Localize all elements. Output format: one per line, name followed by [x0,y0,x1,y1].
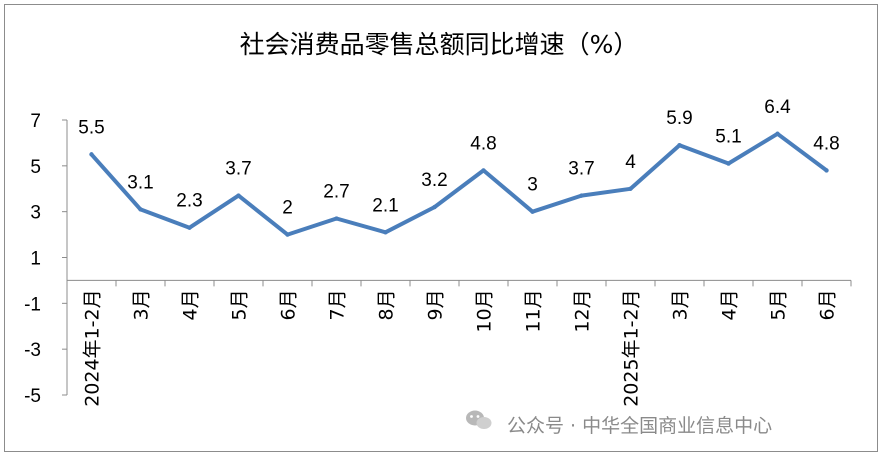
y-tick-label: 3 [30,203,41,224]
chart-frame: 社会消费品零售总额同比增速（%） 7 5 3 1 -1 -3 -5 5.5 3.1 2.3 3.7… [4,4,878,452]
watermark-text: 公众号 · 中华全国商业信息中心 [507,415,772,437]
data-label: 5.1 [715,127,741,148]
data-point [481,168,486,173]
line-chart: 社会消费品零售总额同比增速（%） 7 5 3 1 -1 -3 -5 5.5 3.1 2.3 3.7… [24,30,852,437]
data-label: 3.7 [568,159,594,180]
data-label: 3 [527,175,538,196]
data-point [285,232,290,237]
data-label: 3.1 [127,172,153,193]
data-label: 4 [625,152,636,173]
y-tick-label: -3 [24,340,41,361]
data-label: 2.7 [323,182,349,203]
x-tick-label: 8月 [376,289,398,320]
x-tick-label: 3月 [670,289,692,320]
x-tick-label: 2024年1-2月 [82,289,104,406]
x-tick-label: 9月 [425,289,447,320]
data-point [628,186,633,191]
data-point [187,225,192,230]
data-point [89,152,94,157]
data-label: 5.9 [666,108,692,129]
x-tick-label: 2025年1-2月 [621,289,643,406]
x-tick-label: 5月 [768,289,790,320]
data-point [775,131,780,136]
data-label: 3.2 [421,170,447,191]
data-label: 4.8 [813,133,839,154]
x-tick-label: 12月 [572,289,594,332]
data-label: 3.7 [225,159,251,180]
x-tick-label: 6月 [278,289,300,320]
data-point [824,168,829,173]
data-point [530,209,535,214]
x-tick-label: 3月 [131,289,153,320]
series-line [89,131,829,237]
data-point [138,207,143,212]
data-point [579,193,584,198]
data-point [677,143,682,148]
y-tick-label: -1 [24,294,41,315]
x-tick-label: 4月 [180,289,202,320]
data-point [726,161,731,166]
x-tick-label: 10月 [474,289,496,332]
data-label: 2.1 [372,195,398,216]
x-tick-label: 4月 [719,289,741,320]
y-tick-label: 7 [30,111,41,132]
data-label: 4.8 [470,133,496,154]
data-point [334,216,339,221]
data-label: 2.3 [176,191,202,212]
data-label: 2 [282,198,293,219]
x-tick-label: 11月 [523,289,545,332]
watermark: 公众号 · 中华全国商业信息中心 [466,410,772,437]
x-tick-label: 5月 [229,289,251,320]
data-point [432,204,437,210]
x-tick-label: 6月 [817,289,839,320]
y-tick-label: -5 [24,386,41,407]
data-label: 6.4 [764,97,791,118]
data-point [236,193,241,198]
x-tick-label: 7月 [327,289,349,320]
chart-title: 社会消费品零售总额同比增速（%） [240,30,639,59]
data-point [383,230,388,235]
y-tick-label: 5 [30,157,41,178]
y-tick-label: 1 [30,249,41,270]
data-label: 5.5 [78,117,104,138]
wechat-icon [466,410,492,429]
